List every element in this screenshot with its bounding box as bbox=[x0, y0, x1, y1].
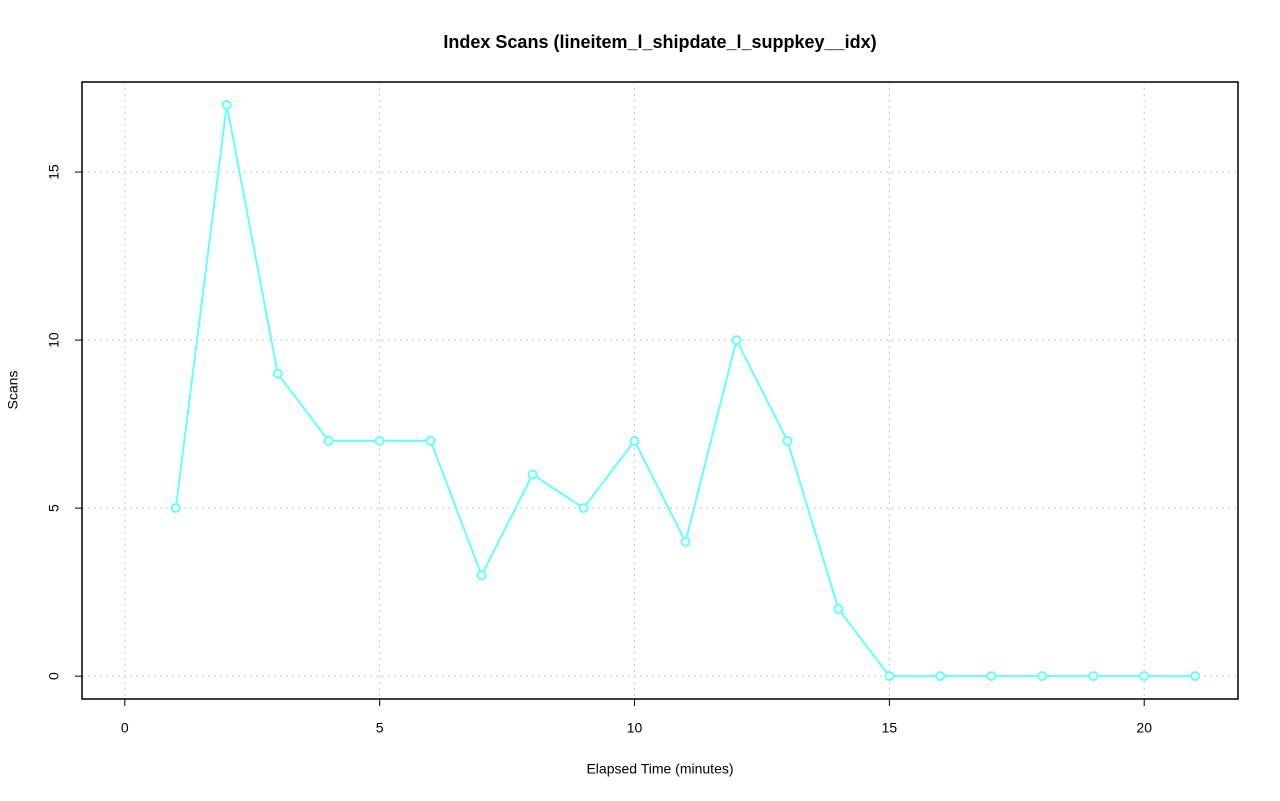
data-point bbox=[1037, 671, 1048, 682]
data-point bbox=[425, 435, 436, 446]
y-axis-label: Scans bbox=[5, 371, 21, 410]
x-tick-label: 15 bbox=[882, 720, 898, 736]
data-point bbox=[374, 435, 385, 446]
data-point bbox=[629, 435, 640, 446]
data-point bbox=[884, 671, 895, 682]
data-point bbox=[170, 503, 181, 514]
data-point bbox=[731, 335, 742, 346]
data-point bbox=[833, 603, 844, 614]
y-tick-label: 15 bbox=[46, 164, 62, 180]
data-point bbox=[221, 99, 232, 110]
grid bbox=[82, 82, 1238, 699]
data-point bbox=[476, 570, 487, 581]
data-point bbox=[680, 536, 691, 547]
x-axis-label: Elapsed Time (minutes) bbox=[586, 761, 733, 777]
data-point bbox=[578, 503, 589, 514]
data-point bbox=[935, 671, 946, 682]
x-tick-label: 0 bbox=[121, 720, 129, 736]
data-point bbox=[1190, 671, 1201, 682]
chart-title: Index Scans (lineitem_l_shipdate_l_suppk… bbox=[443, 32, 876, 52]
x-tick-label: 10 bbox=[627, 720, 643, 736]
data-point bbox=[527, 469, 538, 480]
y-tick-label: 10 bbox=[46, 332, 62, 348]
data-point bbox=[986, 671, 997, 682]
plot-area bbox=[170, 99, 1201, 682]
data-point bbox=[1139, 671, 1150, 682]
y-tick-label: 0 bbox=[46, 672, 62, 680]
data-point bbox=[272, 368, 283, 379]
data-point bbox=[1088, 671, 1099, 682]
y-tick-label: 5 bbox=[46, 504, 62, 512]
data-point bbox=[323, 435, 334, 446]
x-tick-label: 5 bbox=[376, 720, 384, 736]
data-point bbox=[782, 435, 793, 446]
plot-box bbox=[81, 81, 1239, 700]
x-tick-label: 20 bbox=[1136, 720, 1152, 736]
